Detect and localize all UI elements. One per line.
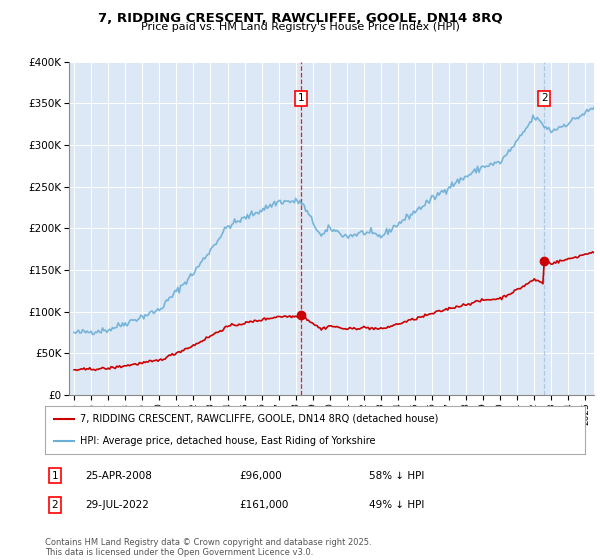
Text: 25-APR-2008: 25-APR-2008 xyxy=(86,470,152,480)
Text: £161,000: £161,000 xyxy=(239,500,289,510)
Text: 49% ↓ HPI: 49% ↓ HPI xyxy=(369,500,424,510)
Text: 58% ↓ HPI: 58% ↓ HPI xyxy=(369,470,424,480)
Text: 1: 1 xyxy=(52,470,58,480)
Text: 29-JUL-2022: 29-JUL-2022 xyxy=(86,500,149,510)
Text: 7, RIDDING CRESCENT, RAWCLIFFE, GOOLE, DN14 8RQ (detached house): 7, RIDDING CRESCENT, RAWCLIFFE, GOOLE, D… xyxy=(80,414,439,424)
Text: £96,000: £96,000 xyxy=(239,470,282,480)
Text: 1: 1 xyxy=(298,94,304,103)
Text: 7, RIDDING CRESCENT, RAWCLIFFE, GOOLE, DN14 8RQ: 7, RIDDING CRESCENT, RAWCLIFFE, GOOLE, D… xyxy=(98,12,502,25)
Text: 2: 2 xyxy=(541,94,548,103)
Text: Price paid vs. HM Land Registry's House Price Index (HPI): Price paid vs. HM Land Registry's House … xyxy=(140,22,460,32)
Text: Contains HM Land Registry data © Crown copyright and database right 2025.
This d: Contains HM Land Registry data © Crown c… xyxy=(45,538,371,557)
Text: 2: 2 xyxy=(52,500,58,510)
Text: HPI: Average price, detached house, East Riding of Yorkshire: HPI: Average price, detached house, East… xyxy=(80,436,376,446)
